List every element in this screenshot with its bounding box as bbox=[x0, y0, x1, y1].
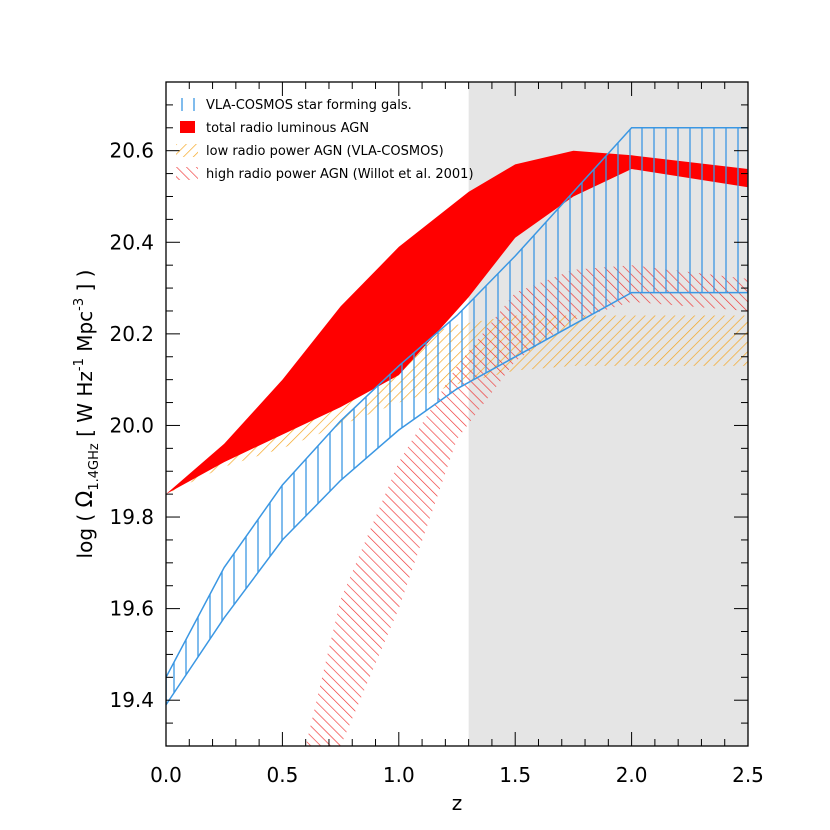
x-tick-label: 1.0 bbox=[383, 763, 415, 787]
legend-entry-total-agn: total radio luminous AGN bbox=[180, 121, 369, 136]
legend-label-sf: VLA-COSMOS star forming gals. bbox=[206, 98, 412, 113]
legend-swatch-low-agn bbox=[176, 144, 198, 157]
legend-swatch-high-agn bbox=[176, 167, 198, 180]
legend-entry-sf: VLA-COSMOS star forming gals. bbox=[176, 98, 412, 113]
x-tick-label: 1.5 bbox=[499, 763, 531, 787]
legend: VLA-COSMOS star forming gals. total radi… bbox=[176, 98, 474, 182]
x-tick-label: 2.0 bbox=[616, 763, 648, 787]
legend-entry-high-agn: high radio power AGN (Willot et al. 2001… bbox=[176, 167, 474, 182]
y-axis-label: log ( Ω1.4GHz [ W Hz-1 Mpc-3 ] ) bbox=[72, 270, 102, 559]
y-tick-label: 19.6 bbox=[109, 597, 154, 621]
band-low-2 bbox=[166, 315, 748, 495]
band-total-1 bbox=[166, 150, 748, 495]
band-vlacosmos-0 bbox=[166, 127, 748, 707]
legend-swatch-sf bbox=[176, 98, 198, 111]
legend-swatch-total-agn bbox=[180, 121, 195, 133]
legend-entry-low-agn: low radio power AGN (VLA-COSMOS) bbox=[176, 144, 444, 159]
y-tick-label: 20.6 bbox=[109, 139, 154, 163]
y-tick-label: 19.8 bbox=[109, 505, 154, 529]
y-tick-label: 20.2 bbox=[109, 322, 154, 346]
band-high-3 bbox=[305, 265, 748, 746]
x-tick-label: 0.5 bbox=[266, 763, 298, 787]
legend-label-total-agn: total radio luminous AGN bbox=[206, 121, 369, 136]
y-tick-label: 20.4 bbox=[109, 230, 154, 254]
legend-label-high-agn: high radio power AGN (Willot et al. 2001… bbox=[206, 167, 474, 182]
y-tick-label: 20.0 bbox=[109, 413, 154, 437]
x-tick-label: 2.5 bbox=[732, 763, 764, 787]
legend-label-low-agn: low radio power AGN (VLA-COSMOS) bbox=[206, 144, 444, 159]
x-axis-label: z bbox=[452, 791, 463, 815]
x-tick-label: 0.0 bbox=[150, 763, 182, 787]
plot-frame bbox=[165, 81, 749, 747]
y-tick-label: 19.4 bbox=[109, 688, 154, 712]
